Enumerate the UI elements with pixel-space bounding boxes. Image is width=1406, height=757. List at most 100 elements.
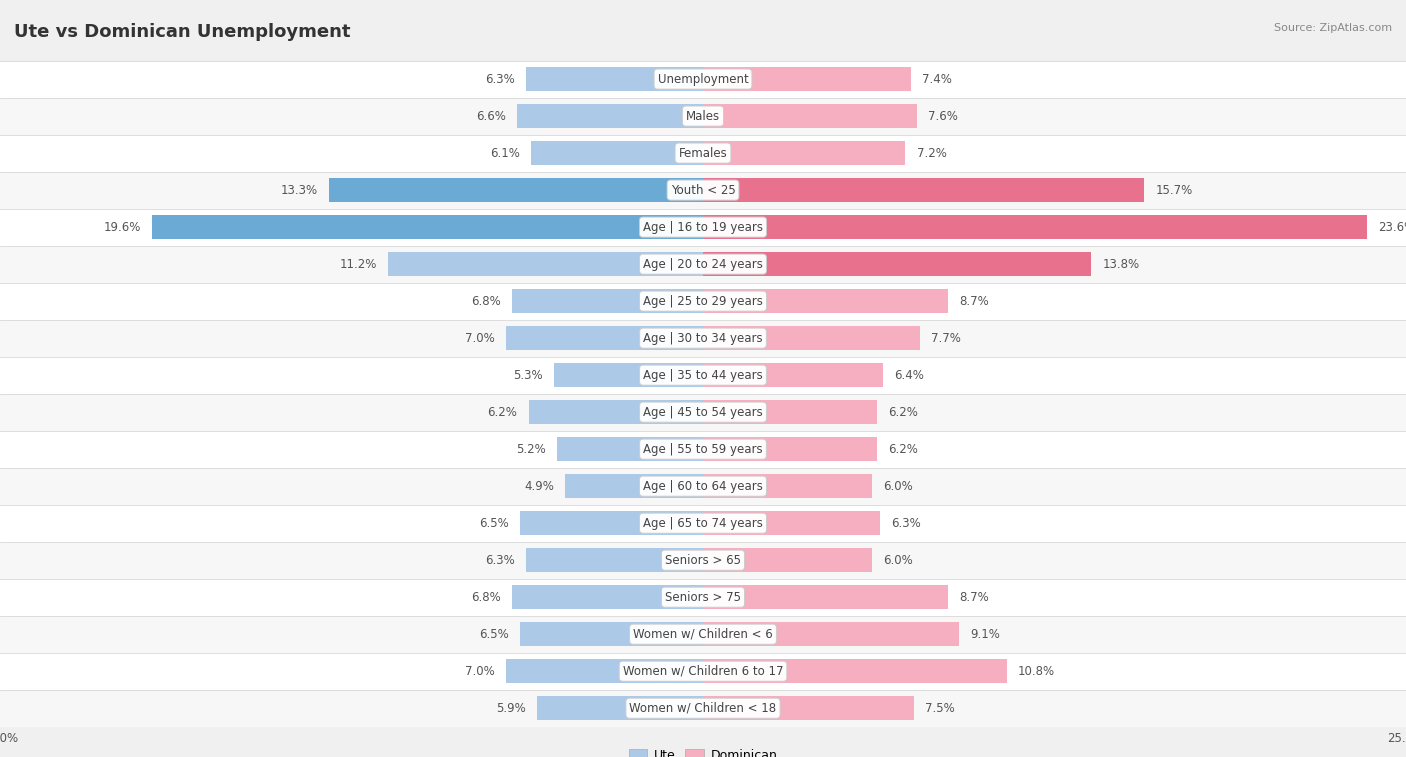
Text: 6.4%: 6.4% <box>894 369 924 382</box>
Text: Source: ZipAtlas.com: Source: ZipAtlas.com <box>1274 23 1392 33</box>
Bar <box>703 104 917 128</box>
Text: Age | 25 to 29 years: Age | 25 to 29 years <box>643 294 763 307</box>
Bar <box>388 252 703 276</box>
Bar <box>703 659 1007 684</box>
Bar <box>703 215 1367 239</box>
Text: 6.8%: 6.8% <box>471 294 501 307</box>
Bar <box>703 696 914 720</box>
Bar <box>512 289 703 313</box>
Text: Males: Males <box>686 110 720 123</box>
Text: 15.7%: 15.7% <box>1156 184 1192 197</box>
Text: Age | 30 to 34 years: Age | 30 to 34 years <box>643 332 763 344</box>
Bar <box>0 245 1406 282</box>
Text: 6.5%: 6.5% <box>479 517 509 530</box>
Bar <box>703 178 1144 202</box>
Text: 6.0%: 6.0% <box>883 553 912 567</box>
Bar <box>0 172 1406 209</box>
Legend: Ute, Dominican: Ute, Dominican <box>624 744 782 757</box>
Bar <box>537 696 703 720</box>
Bar <box>703 622 959 646</box>
Bar <box>557 437 703 461</box>
Text: 6.2%: 6.2% <box>889 443 918 456</box>
Bar <box>703 141 905 165</box>
Bar <box>0 98 1406 135</box>
Text: 19.6%: 19.6% <box>103 220 141 234</box>
Bar <box>0 319 1406 357</box>
Bar <box>0 690 1406 727</box>
Text: 11.2%: 11.2% <box>339 257 377 270</box>
Text: 10.8%: 10.8% <box>1018 665 1054 678</box>
Bar <box>0 505 1406 542</box>
Text: 7.7%: 7.7% <box>931 332 960 344</box>
Text: 13.3%: 13.3% <box>281 184 318 197</box>
Text: 8.7%: 8.7% <box>959 294 988 307</box>
Text: 13.8%: 13.8% <box>1102 257 1139 270</box>
Bar <box>0 653 1406 690</box>
Bar <box>0 431 1406 468</box>
Bar <box>554 363 703 387</box>
Text: 5.3%: 5.3% <box>513 369 543 382</box>
Text: Ute vs Dominican Unemployment: Ute vs Dominican Unemployment <box>14 23 350 41</box>
Bar <box>703 585 948 609</box>
Text: Seniors > 65: Seniors > 65 <box>665 553 741 567</box>
Bar <box>703 326 920 350</box>
Text: 7.0%: 7.0% <box>465 332 495 344</box>
Bar <box>506 659 703 684</box>
Text: 6.3%: 6.3% <box>485 553 515 567</box>
Text: 23.6%: 23.6% <box>1378 220 1406 234</box>
Bar <box>703 437 877 461</box>
Bar <box>0 542 1406 578</box>
Bar <box>703 67 911 91</box>
Text: 6.6%: 6.6% <box>477 110 506 123</box>
Text: 6.2%: 6.2% <box>488 406 517 419</box>
Bar <box>520 622 703 646</box>
Bar <box>0 282 1406 319</box>
Bar <box>512 585 703 609</box>
Text: Women w/ Children < 6: Women w/ Children < 6 <box>633 628 773 640</box>
Bar <box>703 289 948 313</box>
Bar <box>0 135 1406 172</box>
Text: 6.3%: 6.3% <box>485 73 515 86</box>
Text: 6.2%: 6.2% <box>889 406 918 419</box>
Bar <box>0 394 1406 431</box>
Text: Age | 35 to 44 years: Age | 35 to 44 years <box>643 369 763 382</box>
Bar <box>329 178 703 202</box>
Bar <box>506 326 703 350</box>
Bar <box>703 511 880 535</box>
Bar <box>526 67 703 91</box>
Text: 6.0%: 6.0% <box>883 480 912 493</box>
Text: 8.7%: 8.7% <box>959 590 988 603</box>
Bar <box>152 215 703 239</box>
Text: Seniors > 75: Seniors > 75 <box>665 590 741 603</box>
Text: 7.0%: 7.0% <box>465 665 495 678</box>
Text: 4.9%: 4.9% <box>524 480 554 493</box>
Text: 9.1%: 9.1% <box>970 628 1000 640</box>
Bar <box>531 141 703 165</box>
Text: Age | 60 to 64 years: Age | 60 to 64 years <box>643 480 763 493</box>
Text: 6.5%: 6.5% <box>479 628 509 640</box>
Text: 6.3%: 6.3% <box>891 517 921 530</box>
Text: Unemployment: Unemployment <box>658 73 748 86</box>
Bar <box>703 548 872 572</box>
Text: 5.2%: 5.2% <box>516 443 546 456</box>
Bar <box>703 363 883 387</box>
Text: 7.4%: 7.4% <box>922 73 952 86</box>
Text: Age | 16 to 19 years: Age | 16 to 19 years <box>643 220 763 234</box>
Bar <box>0 61 1406 98</box>
Bar <box>526 548 703 572</box>
Text: Women w/ Children < 18: Women w/ Children < 18 <box>630 702 776 715</box>
Bar <box>703 474 872 498</box>
Text: Age | 45 to 54 years: Age | 45 to 54 years <box>643 406 763 419</box>
Bar <box>520 511 703 535</box>
Text: Age | 65 to 74 years: Age | 65 to 74 years <box>643 517 763 530</box>
Bar <box>0 468 1406 505</box>
Text: 7.6%: 7.6% <box>928 110 957 123</box>
Text: Age | 20 to 24 years: Age | 20 to 24 years <box>643 257 763 270</box>
Text: 7.2%: 7.2% <box>917 147 946 160</box>
Text: 5.9%: 5.9% <box>496 702 526 715</box>
Bar <box>517 104 703 128</box>
Bar <box>703 252 1091 276</box>
Text: Age | 55 to 59 years: Age | 55 to 59 years <box>643 443 763 456</box>
Bar <box>565 474 703 498</box>
Bar <box>0 578 1406 615</box>
